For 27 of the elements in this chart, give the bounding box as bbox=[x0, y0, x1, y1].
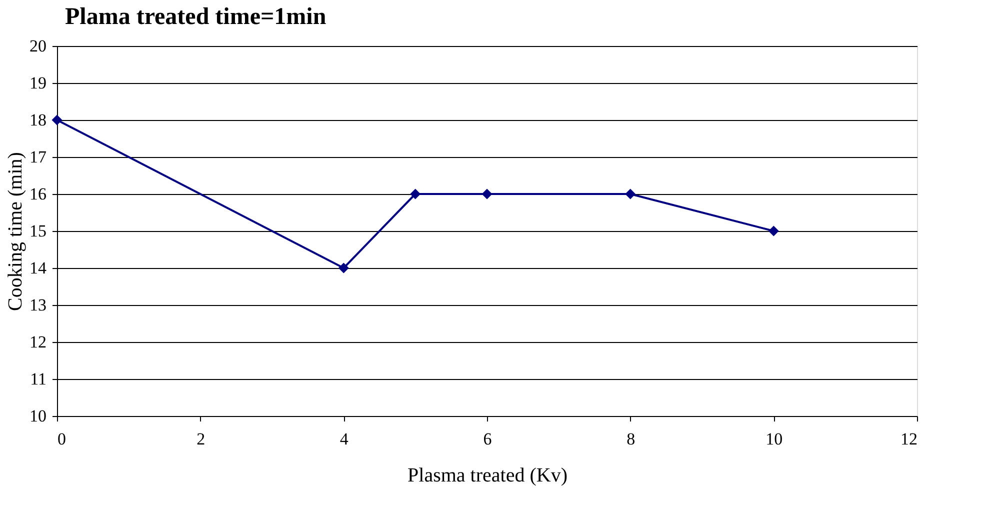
y-tick-label: 11 bbox=[30, 370, 46, 388]
y-tick-label: 20 bbox=[30, 36, 46, 56]
y-tick-label: 17 bbox=[30, 148, 47, 166]
y-tick-label: 16 bbox=[30, 184, 46, 204]
point bbox=[482, 188, 492, 200]
point bbox=[338, 262, 349, 274]
y-tick-label: 15 bbox=[30, 222, 46, 240]
x-tick-label: 10 bbox=[766, 430, 783, 448]
chart-title: Plama treated time=1min bbox=[65, 4, 326, 30]
x-tick-label: 0 bbox=[58, 430, 66, 448]
y-axis-title: Cooking time (min) bbox=[4, 152, 26, 311]
x-tick-label: 6 bbox=[483, 430, 492, 448]
y-tick-label: 14 bbox=[30, 258, 47, 278]
point bbox=[410, 188, 421, 200]
point bbox=[52, 114, 62, 126]
y-tick-label: 18 bbox=[30, 110, 46, 130]
y-tick-label: 19 bbox=[30, 74, 46, 92]
y-tick-label: 10 bbox=[30, 406, 46, 426]
point bbox=[625, 188, 636, 200]
x-axis-title: Plasma treated (Kv) bbox=[408, 464, 568, 486]
y-tick-label: 13 bbox=[30, 296, 46, 314]
x-tick-label: 8 bbox=[626, 430, 636, 448]
point bbox=[768, 226, 779, 236]
y-tick-label: 12 bbox=[30, 332, 46, 352]
x-tick-label: 4 bbox=[340, 430, 349, 448]
x-tick-label: 2 bbox=[196, 430, 206, 448]
x-tick-label: 12 bbox=[900, 430, 918, 448]
